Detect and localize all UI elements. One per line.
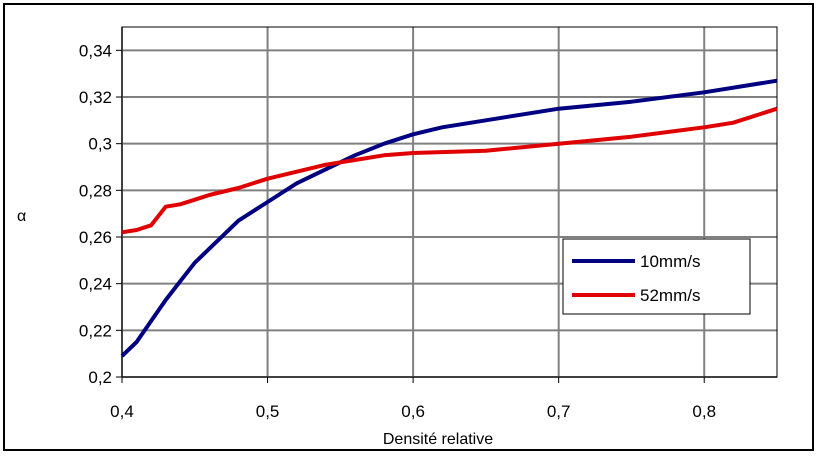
legend-label-52mm-s: 52mm/s xyxy=(640,286,700,305)
y-tick-label: 0,3 xyxy=(88,135,112,154)
x-tick-label: 0,6 xyxy=(401,402,425,421)
y-tick-label: 0,24 xyxy=(79,275,112,294)
series-line-10mm-s xyxy=(120,78,778,358)
y-tick-label: 0,28 xyxy=(79,181,112,200)
line-chart: 0,2 0,22 0,24 0,26 0,28 0,3 0,32 0,34 0,4 0,5 0,6… xyxy=(17,26,778,448)
x-tick-label: 0,5 xyxy=(256,402,280,421)
series-layer xyxy=(120,78,778,358)
x-tick-label: 0,8 xyxy=(692,402,716,421)
series-line-52mm-s xyxy=(121,106,778,235)
x-tick-label: 0,4 xyxy=(110,402,134,421)
plot-area-border xyxy=(121,26,778,378)
y-tick-label: 0,2 xyxy=(88,368,112,387)
legend: 10mm/s 52mm/s xyxy=(562,238,751,315)
y-tick-label: 0,22 xyxy=(79,321,112,340)
y-tick-label: 0,34 xyxy=(79,41,112,60)
grid xyxy=(121,27,777,378)
x-tick-label: 0,7 xyxy=(547,402,571,421)
y-tick-label: 0,32 xyxy=(79,88,112,107)
y-axis-label: α xyxy=(17,208,26,225)
x-axis-ticks: 0,4 0,5 0,6 0,7 0,8 xyxy=(110,377,716,421)
x-axis-label: Densité relative xyxy=(383,431,493,448)
chart-frame: 0,2 0,22 0,24 0,26 0,28 0,3 0,32 0,34 0,4 0,5 0,6… xyxy=(3,3,814,451)
y-axis-ticks: 0,2 0,22 0,24 0,26 0,28 0,3 0,32 0,34 xyxy=(79,41,122,387)
y-tick-label: 0,26 xyxy=(79,228,112,247)
legend-label-10mm-s: 10mm/s xyxy=(640,252,700,271)
legend-box xyxy=(562,238,751,315)
